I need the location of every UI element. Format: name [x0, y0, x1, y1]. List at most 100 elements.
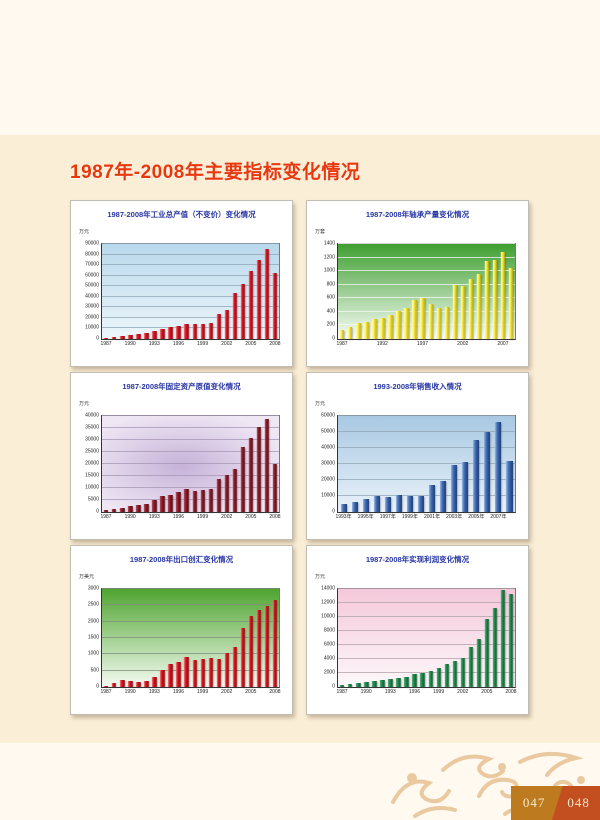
gridline — [102, 451, 279, 452]
x-tick-label: 1993 — [148, 341, 160, 347]
y-tick-label: 60000 — [85, 272, 99, 279]
y-tick-label: 70000 — [85, 261, 99, 268]
y-tick-label: 10000 — [321, 492, 335, 499]
x-tick-label: 2005 — [481, 689, 493, 695]
y-tick-label: 40000 — [321, 444, 335, 451]
bar — [216, 658, 221, 687]
y-tick-label: 10000 — [85, 484, 99, 491]
y-tick-label: 20000 — [85, 314, 99, 321]
y-tick-label: 12000 — [321, 599, 335, 606]
y-tick-label: 40000 — [85, 293, 99, 300]
bar — [388, 679, 393, 687]
gridline — [102, 285, 279, 287]
y-tick-label: 14000 — [321, 585, 335, 592]
x-tick-label: 2002 — [221, 689, 233, 695]
bar — [208, 658, 213, 687]
bar — [272, 600, 278, 687]
bar — [508, 268, 514, 339]
bar — [380, 680, 385, 687]
chart-title: 1993-2008年销售收入情况 — [373, 382, 462, 391]
y-tick-label: 1000 — [323, 267, 335, 274]
bar — [192, 324, 197, 339]
bar — [395, 494, 402, 512]
bar — [184, 324, 189, 339]
y-tick-label: 90000 — [85, 240, 99, 247]
chart-panel-bearing-output: 1987-2008年轴承产量变化情况 万套 0 200 400 600 800 1000 1… — [306, 200, 529, 367]
y-tick-label: 2000 — [323, 669, 335, 676]
chart-title: 1987-2008年出口创汇变化情况 — [129, 555, 234, 564]
x-tick-label: 1997年 — [379, 514, 396, 520]
bar — [428, 670, 433, 687]
bar — [363, 682, 369, 687]
bar — [184, 488, 189, 512]
gridline — [338, 415, 515, 416]
y-tick-label: 600 — [326, 294, 335, 301]
bar — [168, 326, 173, 339]
bar — [184, 657, 189, 687]
bar — [484, 619, 490, 687]
bar — [444, 307, 449, 339]
bar — [192, 490, 197, 512]
gridline — [338, 310, 515, 312]
chart-panel-profit: 1987-2008年实现利润变化情况 万元 0 2000 4000 6000 8000 1… — [306, 545, 529, 715]
y-tick-label: 1000 — [87, 650, 99, 657]
x-tick-label: 1992 — [376, 341, 388, 347]
page-number-box: 047 048 — [511, 786, 600, 820]
x-tick-label: 2008 — [269, 341, 281, 347]
y-tick-label: 30000 — [85, 303, 99, 310]
x-tick-label: 1999 — [197, 689, 209, 695]
x-tick-label: 1987 — [100, 689, 112, 695]
bar — [248, 615, 254, 687]
bar — [412, 674, 417, 687]
bar — [444, 664, 449, 687]
y-axis-unit-label: 万元 — [315, 401, 326, 407]
y-tick-label: 2000 — [87, 618, 99, 625]
x-tick-label: 2002 — [457, 689, 469, 695]
bar — [176, 325, 181, 339]
y-tick-label: 0 — [332, 683, 335, 690]
bar — [248, 270, 254, 339]
page-title: 1987年-2008年主要指标变化情况 — [70, 162, 361, 183]
bar — [476, 273, 481, 339]
x-tick-label: 1987 — [100, 514, 112, 520]
bar — [436, 668, 441, 687]
y-tick-label: 25000 — [85, 448, 99, 455]
x-tick-label: 2005年 — [468, 514, 485, 520]
y-tick-label: 6000 — [323, 641, 335, 648]
bar — [272, 273, 278, 339]
bar — [355, 682, 361, 687]
bar — [380, 317, 385, 339]
y-tick-label: 50000 — [85, 282, 99, 289]
bar — [216, 478, 221, 512]
bar — [160, 669, 165, 687]
bar — [412, 300, 417, 339]
bar — [144, 503, 149, 512]
bar — [264, 248, 270, 339]
bar — [404, 307, 409, 339]
bar — [224, 653, 229, 687]
bar — [347, 683, 353, 687]
bar — [127, 334, 133, 339]
bar — [103, 509, 109, 512]
x-tick-label: 2003年 — [446, 514, 463, 520]
y-axis-unit-label: 万元 — [79, 229, 90, 235]
bar — [111, 336, 117, 339]
gridline — [102, 463, 279, 464]
gridline — [102, 253, 279, 255]
bar — [176, 662, 181, 687]
bar — [462, 462, 469, 512]
x-tick-label: 2007年 — [490, 514, 507, 520]
y-tick-label: 80000 — [85, 251, 99, 258]
x-tick-label: 2005 — [245, 341, 257, 347]
bar — [384, 497, 391, 512]
gridline — [338, 616, 515, 617]
x-tick-label: 1995年 — [357, 514, 374, 520]
bar — [127, 680, 133, 687]
bar — [200, 324, 205, 339]
bar — [200, 489, 205, 512]
bar — [495, 422, 502, 512]
y-tick-label: 400 — [326, 308, 335, 315]
x-tick-label: 1990 — [360, 689, 372, 695]
bar — [468, 646, 473, 687]
bar — [428, 304, 433, 339]
